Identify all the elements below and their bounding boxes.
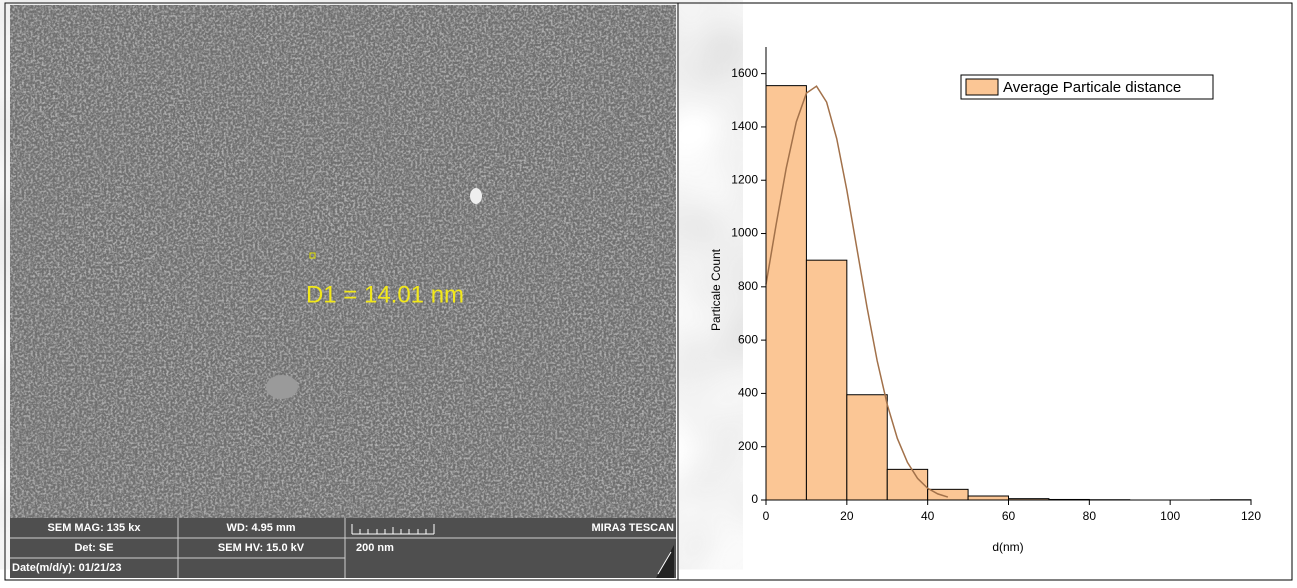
info-text: SEM HV: 15.0 kV [218, 542, 305, 554]
measurement-label: D1 = 14.01 nm [306, 281, 464, 308]
info-bar: SEM MAG: 135 kx WD: 4.95 mm MIRA3 TESCAN… [10, 518, 676, 578]
x-tick-label: 120 [1241, 509, 1261, 523]
bar [766, 86, 806, 500]
bar [968, 496, 1008, 500]
y-tick-label: 200 [738, 439, 758, 453]
y-tick-label: 1600 [731, 66, 758, 80]
info-text: WD: 4.95 mm [226, 522, 295, 534]
sem-image: D1 = 14.01 nm [10, 5, 676, 518]
info-text: MIRA3 TESCAN [591, 522, 674, 534]
info-text: 200 nm [356, 542, 394, 554]
x-tick-label: 100 [1160, 509, 1180, 523]
y-axis-label: Particale Count [709, 248, 723, 331]
x-tick-label: 40 [921, 509, 935, 523]
bar [806, 260, 846, 500]
x-tick-label: 60 [1002, 509, 1016, 523]
y-tick-label: 1400 [731, 119, 758, 133]
y-tick-label: 800 [738, 279, 758, 293]
y-tick-label: 1000 [731, 226, 758, 240]
info-text: SEM MAG: 135 kx [48, 522, 142, 534]
x-tick-label: 0 [763, 509, 770, 523]
y-tick-label: 0 [751, 492, 758, 506]
info-text: Det: SE [74, 542, 113, 554]
y-tick-label: 600 [738, 332, 758, 346]
legend-label: Average Particale distance [1003, 79, 1181, 96]
bar [887, 469, 927, 500]
info-text: Date(m/d/y): 01/21/23 [12, 562, 121, 574]
x-tick-label: 20 [840, 509, 854, 523]
x-tick-label: 80 [1083, 509, 1097, 523]
legend-swatch [966, 79, 998, 95]
y-tick-label: 400 [738, 386, 758, 400]
x-axis-label: d(nm) [992, 540, 1023, 554]
y-tick-label: 1200 [731, 172, 758, 186]
bar [847, 395, 887, 500]
